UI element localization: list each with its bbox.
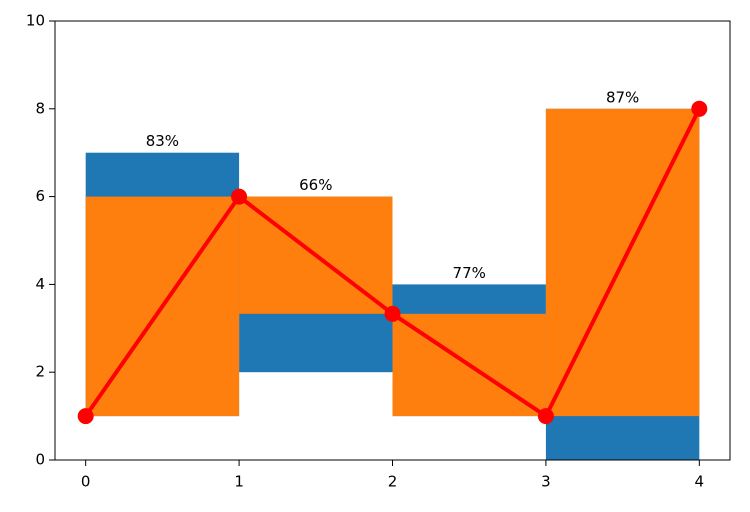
percent-label: 83% [146, 132, 179, 150]
point [231, 188, 248, 205]
percent-label: 66% [299, 176, 332, 194]
y-tick-label: 4 [35, 275, 45, 293]
x-tick-label: 1 [234, 473, 244, 491]
x-tick-label: 2 [388, 473, 398, 491]
y-tick-label: 8 [35, 99, 45, 117]
y-tick-label: 10 [26, 12, 45, 30]
y-tick-label: 6 [35, 187, 45, 205]
percent-label: 87% [606, 88, 639, 106]
percent-label: 77% [453, 264, 486, 282]
x-tick-label: 0 [81, 473, 91, 491]
point [77, 408, 94, 425]
point [384, 305, 401, 322]
x-tick-label: 4 [695, 473, 705, 491]
point [537, 408, 554, 425]
y-tick-label: 0 [35, 451, 45, 469]
point [691, 100, 708, 117]
x-tick-label: 3 [541, 473, 551, 491]
y-tick-label: 2 [35, 363, 45, 381]
